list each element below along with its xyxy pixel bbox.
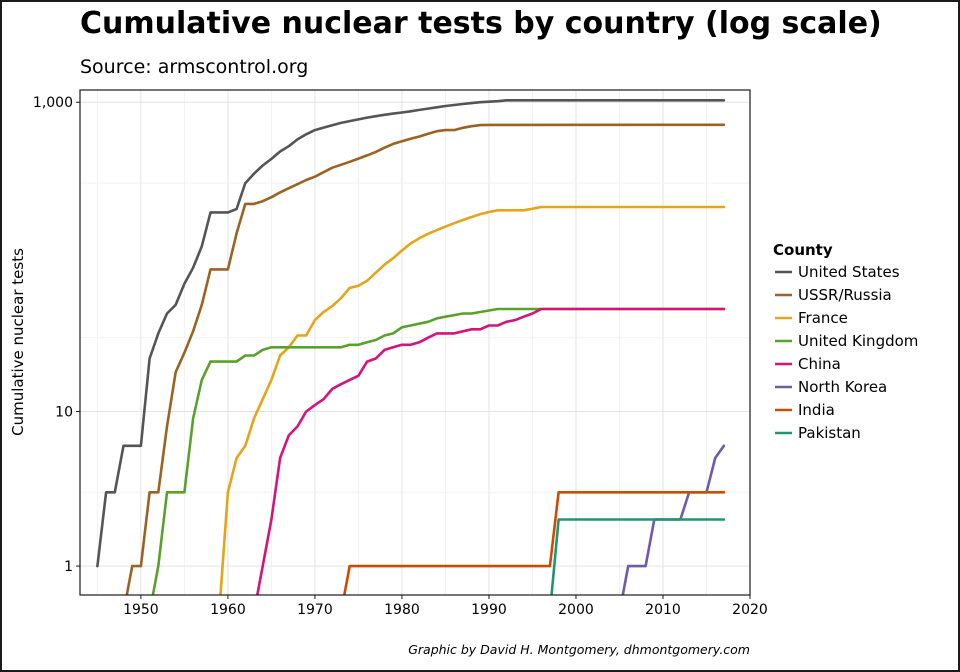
legend-label-china: China	[798, 355, 841, 373]
y-tick-label: 1,000	[33, 95, 73, 111]
series-line-united-states	[96, 99, 726, 568]
x-tick-label: 1970	[297, 602, 333, 618]
x-tick-label: 1950	[123, 602, 159, 618]
x-tick-label: 2010	[645, 602, 681, 618]
series-line-united-kingdom	[151, 307, 726, 595]
series-line-ussr-russia	[125, 123, 726, 595]
legend-label-united-states: United States	[798, 263, 900, 281]
x-tick-label: 1990	[471, 602, 507, 618]
series-line-india	[342, 491, 726, 595]
legend-label-ussr-russia: USSR/Russia	[798, 286, 892, 304]
chart-subtitle: Source: armscontrol.org	[80, 56, 309, 78]
legend-label-india: India	[798, 401, 835, 419]
legend: County United States USSR/Russia France Uni…	[773, 241, 918, 442]
x-tick-label: 2020	[732, 602, 768, 618]
chart-title: Cumulative nuclear tests by country (log…	[80, 6, 882, 41]
legend-label-pakistan: Pakistan	[798, 424, 861, 442]
legend-label-france: France	[798, 309, 848, 327]
y-axis-title: Cumulative nuclear tests	[9, 248, 27, 436]
series-line-pakistan	[550, 518, 726, 595]
credit-caption: Graphic by David H. Montgomery, dhmontgo…	[408, 642, 750, 657]
legend-title: County	[773, 241, 833, 259]
x-axis-ticks: 1950 1960 1970 1980 1990 2000 2010 2020	[123, 595, 768, 618]
series-line-china	[255, 307, 726, 595]
y-tick-label: 10	[55, 404, 73, 420]
x-tick-label: 1980	[384, 602, 420, 618]
y-tick-label: 1	[64, 559, 73, 575]
legend-label-north-korea: North Korea	[798, 378, 887, 396]
x-tick-label: 2000	[558, 602, 594, 618]
series-line-france	[219, 205, 726, 595]
x-tick-label: 1960	[210, 602, 246, 618]
y-axis-ticks: 1 10 1,000	[33, 95, 80, 575]
plot-border	[79, 89, 751, 596]
legend-label-united-kingdom: United Kingdom	[798, 332, 918, 350]
series-lines	[96, 99, 726, 595]
